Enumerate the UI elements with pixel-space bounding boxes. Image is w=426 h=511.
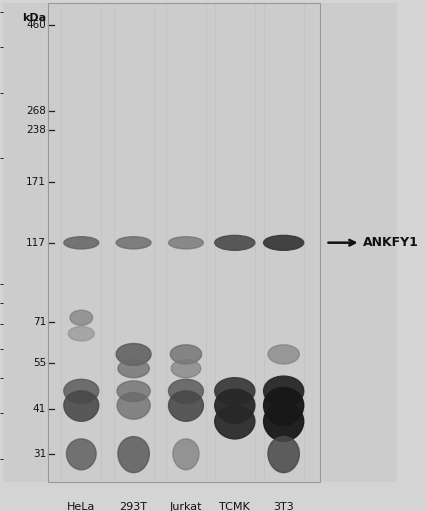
Ellipse shape xyxy=(214,236,254,250)
Ellipse shape xyxy=(214,378,254,405)
Text: ANKFY1: ANKFY1 xyxy=(362,236,418,249)
Ellipse shape xyxy=(68,327,94,341)
Ellipse shape xyxy=(70,310,92,326)
Text: 117: 117 xyxy=(26,238,46,248)
Ellipse shape xyxy=(168,391,203,421)
Bar xyxy=(48,3,320,481)
Ellipse shape xyxy=(66,439,96,470)
Ellipse shape xyxy=(263,236,303,250)
Ellipse shape xyxy=(116,237,151,249)
Ellipse shape xyxy=(117,381,150,402)
Ellipse shape xyxy=(268,345,299,364)
Ellipse shape xyxy=(214,389,254,424)
Text: 293T: 293T xyxy=(119,502,147,511)
Ellipse shape xyxy=(170,345,201,364)
Ellipse shape xyxy=(64,391,98,421)
Ellipse shape xyxy=(116,343,151,365)
Ellipse shape xyxy=(214,405,254,439)
Ellipse shape xyxy=(168,379,203,404)
Ellipse shape xyxy=(118,436,149,473)
Text: HeLa: HeLa xyxy=(67,502,95,511)
Ellipse shape xyxy=(168,237,203,249)
Ellipse shape xyxy=(263,404,303,442)
Ellipse shape xyxy=(263,376,303,407)
Ellipse shape xyxy=(117,392,150,419)
Text: 31: 31 xyxy=(33,449,46,458)
Text: 3T3: 3T3 xyxy=(273,502,294,511)
Ellipse shape xyxy=(64,237,98,249)
Text: 171: 171 xyxy=(26,177,46,188)
Text: 460: 460 xyxy=(26,20,46,30)
Ellipse shape xyxy=(173,439,199,470)
Text: 41: 41 xyxy=(33,404,46,414)
Text: kDa: kDa xyxy=(22,13,46,22)
Ellipse shape xyxy=(118,360,149,378)
Text: Jurkat: Jurkat xyxy=(169,502,202,511)
Ellipse shape xyxy=(64,379,98,404)
Ellipse shape xyxy=(268,436,299,473)
Text: 71: 71 xyxy=(33,317,46,327)
Text: 268: 268 xyxy=(26,106,46,116)
Text: 238: 238 xyxy=(26,125,46,135)
Text: 55: 55 xyxy=(33,358,46,367)
Ellipse shape xyxy=(171,360,200,378)
Ellipse shape xyxy=(263,387,303,426)
Text: TCMK: TCMK xyxy=(219,502,250,511)
